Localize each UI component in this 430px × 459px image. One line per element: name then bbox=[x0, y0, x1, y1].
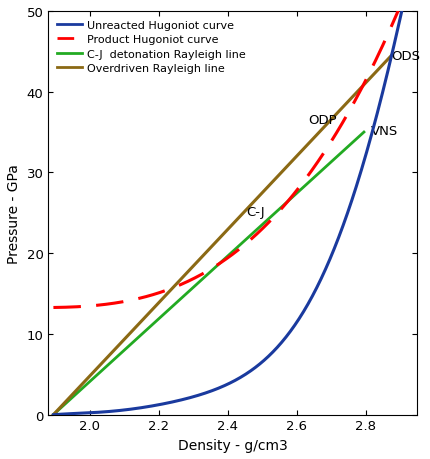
Text: ODP: ODP bbox=[309, 114, 338, 127]
Y-axis label: Pressure - GPa: Pressure - GPa bbox=[7, 163, 21, 263]
Legend: Unreacted Hugoniot curve, Product Hugoniot curve, C-J  detonation Rayleigh line,: Unreacted Hugoniot curve, Product Hugoni… bbox=[54, 17, 249, 77]
X-axis label: Density - g/cm3: Density - g/cm3 bbox=[178, 438, 288, 452]
Text: ODS: ODS bbox=[392, 50, 421, 63]
Text: C-J: C-J bbox=[247, 205, 265, 218]
Text: VNS: VNS bbox=[371, 125, 398, 138]
